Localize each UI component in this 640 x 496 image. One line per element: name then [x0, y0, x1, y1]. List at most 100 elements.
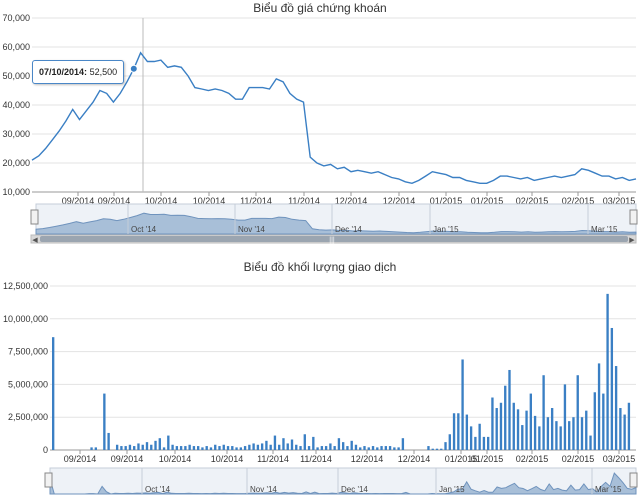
- volume-bar: [610, 327, 614, 450]
- volume-y-tick-label: 0: [43, 445, 48, 455]
- volume-bar: [482, 436, 486, 450]
- price-navigator-area: [35, 212, 637, 235]
- volume-bar: [107, 432, 110, 450]
- volume-y-tick-label: 10,000,000: [3, 314, 48, 324]
- volume-navigator-handle-left[interactable]: [44, 472, 53, 488]
- volume-bar: [307, 446, 311, 450]
- volume-bar: [260, 443, 264, 450]
- volume-bar: [393, 447, 396, 450]
- volume-bar: [124, 446, 127, 450]
- volume-bar: [380, 446, 383, 450]
- volume-bar: [167, 435, 170, 450]
- price-x-tick-label: 10/2014: [145, 196, 178, 206]
- volume-bar: [465, 414, 469, 450]
- volume-navigator-label: Jan '15: [439, 485, 465, 494]
- volume-bar: [188, 444, 191, 450]
- volume-bar: [563, 384, 567, 450]
- volume-bar: [550, 408, 554, 450]
- volume-navigator-label: Oct '14: [145, 485, 171, 494]
- volume-bar: [508, 369, 511, 450]
- volume-bar: [538, 426, 541, 450]
- volume-bar: [342, 442, 345, 450]
- volume-bar: [384, 446, 387, 450]
- volume-bar: [175, 446, 179, 450]
- volume-navigator-label: Dec '14: [341, 485, 368, 494]
- volume-bar: [376, 447, 379, 450]
- price-chart: Biểu đồ giá chứng khoán 10,000 20,000 30,0…: [2, 1, 637, 206]
- volume-bar: [312, 436, 315, 450]
- volume-bar: [214, 444, 217, 450]
- volume-bar: [337, 438, 341, 450]
- volume-bar: [397, 447, 400, 450]
- volume-bar: [525, 410, 528, 450]
- volume-bar: [171, 444, 174, 450]
- price-x-tick-label: 09/2014: [98, 196, 131, 206]
- volume-x-tick-label: 10/2014: [159, 454, 192, 464]
- price-navigator[interactable]: Oct '14 Nov '14 Dec '14 Jan '15 Mar '15 ||| …: [30, 203, 638, 244]
- price-scrollbar-left-arrow-icon[interactable]: ◀: [32, 237, 38, 244]
- volume-bars: [52, 293, 631, 450]
- price-navigator-handle-left[interactable]: [30, 209, 39, 225]
- volume-bar: [197, 446, 200, 450]
- volume-bar: [162, 447, 166, 450]
- volume-navigator-label: Mar '15: [595, 485, 622, 494]
- price-navigator-label: Mar '15: [591, 225, 618, 234]
- volume-bar: [350, 440, 353, 450]
- volume-bar: [367, 447, 370, 450]
- volume-bar: [133, 446, 136, 450]
- volume-bar: [619, 408, 622, 450]
- price-x-tick-label: 03/2015: [603, 196, 636, 206]
- price-navigator-label: Nov '14: [238, 225, 265, 234]
- volume-bar: [201, 447, 204, 450]
- volume-bar: [354, 444, 358, 450]
- volume-bar: [218, 446, 221, 450]
- volume-bar: [295, 444, 298, 450]
- volume-bar: [320, 446, 324, 450]
- volume-x-tick-label: 01/2015: [445, 454, 478, 464]
- volume-bar: [555, 421, 558, 450]
- volume-bar: [623, 414, 626, 450]
- price-navigator-labels: Oct '14 Nov '14 Dec '14 Jan '15 Mar '15: [127, 204, 618, 234]
- price-x-tick-label: 01/2015: [430, 196, 463, 206]
- volume-bar: [627, 402, 631, 450]
- volume-bar: [141, 444, 144, 450]
- price-scrollbar-thumb[interactable]: [40, 236, 628, 242]
- price-y-axis: 10,000 20,000 30,000 40,000 50,000 60,000 70,0…: [2, 13, 30, 197]
- volume-bar: [128, 444, 132, 450]
- volume-chart-title: Biểu đồ khối lượng giao dịch: [244, 260, 397, 274]
- volume-bar: [243, 446, 247, 450]
- volume-bar: [329, 443, 332, 450]
- price-y-tick-label: 40,000: [2, 100, 30, 110]
- volume-bar: [529, 393, 532, 450]
- volume-bar: [435, 448, 439, 450]
- price-navigator-label: Jan '15: [433, 225, 459, 234]
- price-scrollbar-right-arrow-icon[interactable]: ▶: [629, 237, 635, 244]
- volume-bar: [222, 444, 225, 450]
- volume-bar: [248, 444, 251, 450]
- volume-y-tick-label: 2,500,000: [8, 412, 48, 422]
- volume-bar: [521, 425, 524, 450]
- volume-bar: [457, 413, 460, 450]
- price-y-tick-label: 30,000: [2, 129, 30, 139]
- price-gridlines: [32, 17, 636, 164]
- volume-bar: [474, 436, 477, 450]
- volume-x-tick-label: 11/2014: [257, 454, 289, 464]
- volume-navigator-area: [49, 472, 637, 495]
- volume-y-tick-label: 7,500,000: [8, 347, 48, 357]
- volume-bar: [444, 442, 447, 450]
- volume-bar: [179, 446, 183, 450]
- volume-bar: [580, 417, 584, 450]
- price-navigator-handle-right[interactable]: [629, 209, 638, 225]
- volume-navigator[interactable]: Oct '14 Nov '14 Dec '14 Jan '15 Mar '15: [44, 467, 638, 495]
- volume-navigator-labels: Oct '14 Nov '14 Dec '14 Jan '15 Mar '15: [141, 468, 622, 494]
- volume-bar: [231, 446, 234, 450]
- volume-bar: [431, 448, 434, 450]
- volume-bar: [452, 413, 456, 450]
- volume-navigator-handle-right[interactable]: [629, 472, 638, 488]
- volume-bar: [533, 415, 537, 450]
- volume-chart: Biểu đồ khối lượng giao dịch 0 2,500,000 5…: [3, 260, 636, 464]
- price-navigator-label: Oct '14: [131, 225, 157, 234]
- volume-bar: [303, 434, 306, 450]
- volume-bar: [286, 443, 289, 450]
- volume-bar: [184, 446, 187, 450]
